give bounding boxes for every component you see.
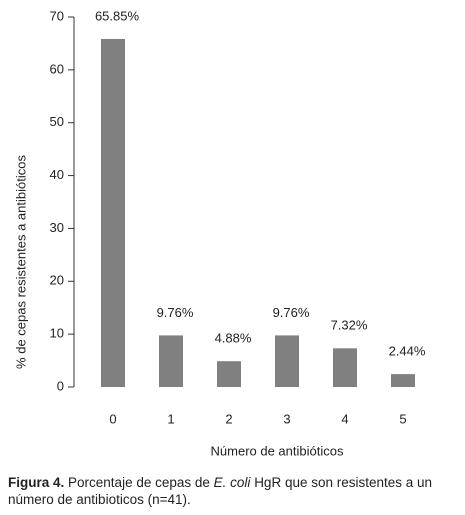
y-tick-label: 40 — [50, 167, 64, 182]
bar — [159, 335, 183, 387]
y-axis-label: % de cepas resistentes a antibióticos — [13, 155, 28, 369]
value-label: 65.85% — [95, 8, 140, 23]
bar — [101, 38, 125, 387]
bar — [333, 348, 357, 387]
value-label: 9.76% — [157, 305, 194, 320]
y-tick-label: 30 — [50, 220, 64, 235]
caption-text: HgR que son resistentes a un número de a… — [8, 475, 433, 507]
caption-text: Porcentaje de cepas de — [68, 475, 210, 490]
bar — [217, 361, 241, 387]
y-tick-label: 60 — [50, 61, 64, 76]
x-tick-label: 5 — [399, 411, 406, 426]
value-label: 9.76% — [273, 305, 310, 320]
x-tick-label: 4 — [341, 411, 348, 426]
value-label: 2.44% — [389, 344, 426, 359]
x-axis-label: Número de antibióticos — [211, 443, 344, 458]
caption: Figura 4. Porcentaje de cepas de E. coli… — [8, 474, 458, 508]
chart: % de cepas resistentes a antibióticos Nú… — [13, 8, 426, 458]
x-tick-label: 1 — [167, 411, 174, 426]
bar — [275, 335, 299, 387]
bar — [391, 374, 415, 387]
y-tick-label: 10 — [50, 326, 64, 341]
value-label: 4.88% — [215, 331, 252, 346]
y-tick-label: 70 — [50, 8, 64, 23]
x-tick-label: 0 — [109, 411, 116, 426]
caption-species: E. coli — [213, 475, 251, 490]
y-tick-label: 0 — [57, 378, 64, 393]
value-label: 7.32% — [331, 318, 368, 333]
x-tick-label: 2 — [225, 411, 232, 426]
x-tick-label: 3 — [283, 411, 290, 426]
caption-label: Figura 4. — [8, 475, 65, 490]
y-tick-label: 20 — [50, 273, 64, 288]
y-tick-label: 50 — [50, 114, 64, 129]
